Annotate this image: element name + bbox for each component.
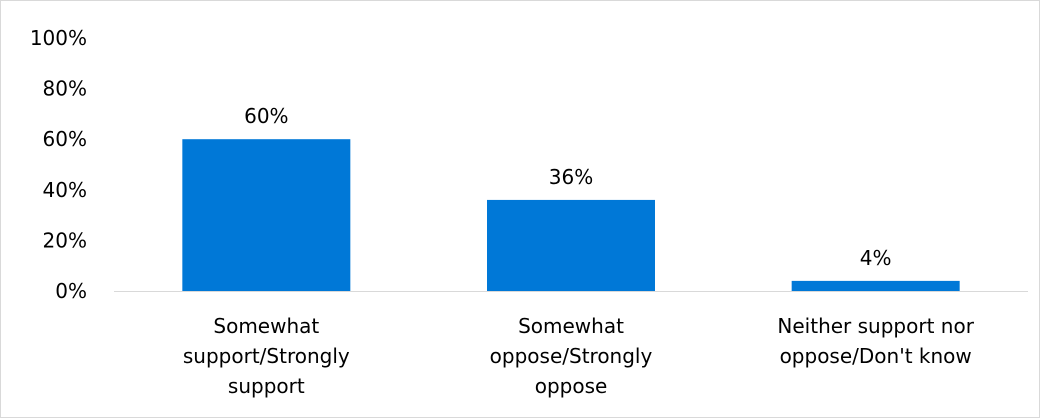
category-label-line: oppose/Strongly — [490, 344, 653, 368]
y-tick-label: 80% — [43, 77, 87, 101]
y-tick-label: 40% — [43, 178, 87, 202]
y-tick-label: 0% — [55, 279, 87, 303]
category-label-line: oppose — [535, 374, 608, 398]
category-label: Somewhat oppose/Strongly oppose — [490, 314, 653, 398]
bar — [791, 280, 960, 291]
category-label: Neither support nor oppose/Don't know — [777, 314, 974, 368]
y-tick-label: 20% — [43, 228, 87, 252]
data-label: 36% — [549, 165, 593, 189]
category-label-line: Somewhat — [518, 314, 624, 338]
category-label-line: Somewhat — [213, 314, 319, 338]
data-label: 60% — [244, 104, 288, 128]
bar — [182, 139, 351, 291]
category-label-line: oppose/Don't know — [780, 344, 972, 368]
category-label: Somewhat support/Strongly support — [183, 314, 350, 398]
category-label-line: Neither support nor — [777, 314, 974, 338]
category-label-line: support/Strongly — [183, 344, 350, 368]
y-tick-label: 60% — [43, 127, 87, 151]
category-label-line: support — [228, 374, 305, 398]
y-tick-label: 100% — [30, 26, 87, 50]
bar — [487, 199, 655, 291]
data-label: 4% — [860, 246, 892, 270]
